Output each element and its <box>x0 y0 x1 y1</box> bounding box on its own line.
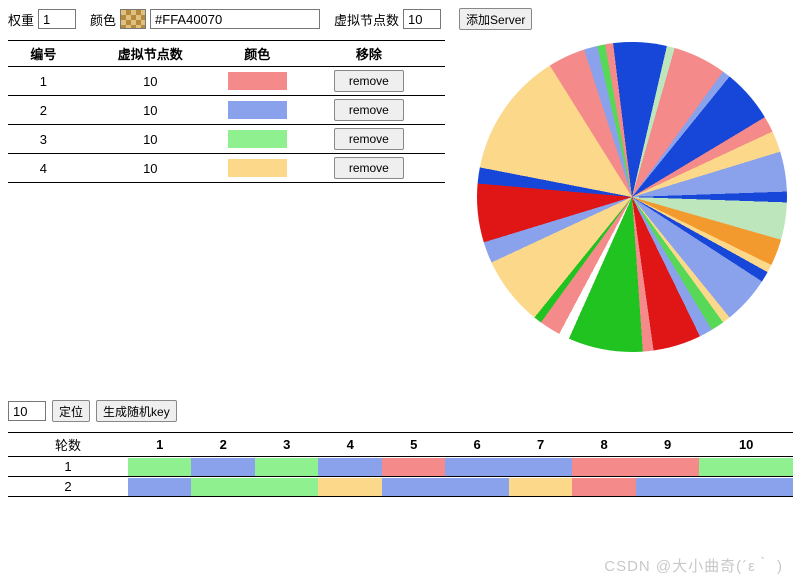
cell-id: 4 <box>8 154 79 183</box>
cell-color-fill <box>128 457 191 477</box>
th-col: 10 <box>699 433 793 457</box>
table-row: 1 <box>8 457 793 477</box>
remove-button[interactable]: remove <box>334 70 404 92</box>
table-row: 2 <box>8 477 793 497</box>
cell-round-num: 1 <box>8 457 128 477</box>
cell-color-fill <box>318 477 381 497</box>
cell-color <box>222 154 293 183</box>
cell-color-fill <box>445 477 508 497</box>
cell-id: 3 <box>8 125 79 154</box>
vnodes-input[interactable] <box>403 9 441 29</box>
count-input[interactable] <box>8 401 46 421</box>
cell-color <box>222 125 293 154</box>
cell-remove: remove <box>293 67 446 96</box>
generate-key-button[interactable]: 生成随机key <box>96 400 177 422</box>
table-row: 310 remove <box>8 125 445 154</box>
th-col: 3 <box>255 433 318 457</box>
cell-color-fill <box>382 457 445 477</box>
cell-color-fill <box>509 457 572 477</box>
cell-vnodes: 10 <box>79 96 222 125</box>
table-row: 410 remove <box>8 154 445 183</box>
color-label: 颜色 <box>90 10 116 29</box>
watermark: CSDN @大小曲奇(´ε｀ ) <box>604 555 783 576</box>
vnodes-label: 虚拟节点数 <box>334 10 399 29</box>
remove-button[interactable]: remove <box>334 157 404 179</box>
th-col: 7 <box>509 433 572 457</box>
remove-button[interactable]: remove <box>334 99 404 121</box>
cell-remove: remove <box>293 154 446 183</box>
pie-chart <box>475 40 793 360</box>
server-table: 编号 虚拟节点数 颜色 移除 110remove210remove310remo… <box>8 40 445 183</box>
th-col: 2 <box>191 433 254 457</box>
color-hex-input[interactable] <box>150 9 320 29</box>
th-color: 颜色 <box>222 41 293 67</box>
cell-remove: remove <box>293 96 446 125</box>
cell-vnodes: 10 <box>79 125 222 154</box>
cell-color-fill <box>128 477 191 497</box>
th-col: 8 <box>572 433 635 457</box>
th-round: 轮数 <box>8 433 128 457</box>
cell-color <box>222 96 293 125</box>
remove-button[interactable]: remove <box>334 128 404 150</box>
th-col: 9 <box>636 433 699 457</box>
cell-color-fill <box>699 457 793 477</box>
color-swatch[interactable] <box>120 9 146 29</box>
cell-color-fill <box>318 457 381 477</box>
cell-color-fill <box>699 477 793 497</box>
cell-color-fill <box>636 457 699 477</box>
table-row: 210 remove <box>8 96 445 125</box>
cell-round-num: 2 <box>8 477 128 497</box>
rounds-table: 轮数12345678910 12 <box>8 432 793 497</box>
th-id: 编号 <box>8 41 79 67</box>
weight-label: 权重 <box>8 10 34 29</box>
cell-color-fill <box>509 477 572 497</box>
cell-vnodes: 10 <box>79 67 222 96</box>
cell-color-fill <box>445 457 508 477</box>
weight-input[interactable] <box>38 9 76 29</box>
cell-id: 2 <box>8 96 79 125</box>
th-remove: 移除 <box>293 41 446 67</box>
th-col: 6 <box>445 433 508 457</box>
cell-color-fill <box>255 457 318 477</box>
cell-color-fill <box>191 477 254 497</box>
th-col: 1 <box>128 433 191 457</box>
cell-remove: remove <box>293 125 446 154</box>
cell-vnodes: 10 <box>79 154 222 183</box>
cell-color-fill <box>255 477 318 497</box>
cell-color-fill <box>636 477 699 497</box>
th-col: 4 <box>318 433 381 457</box>
cell-color-fill <box>191 457 254 477</box>
add-server-button[interactable]: 添加Server <box>459 8 532 30</box>
cell-color-fill <box>572 477 635 497</box>
table-row: 110 remove <box>8 67 445 96</box>
th-vnodes: 虚拟节点数 <box>79 41 222 67</box>
locate-button[interactable]: 定位 <box>52 400 90 422</box>
cell-color <box>222 67 293 96</box>
cell-color-fill <box>572 457 635 477</box>
cell-color-fill <box>382 477 445 497</box>
cell-id: 1 <box>8 67 79 96</box>
th-col: 5 <box>382 433 445 457</box>
